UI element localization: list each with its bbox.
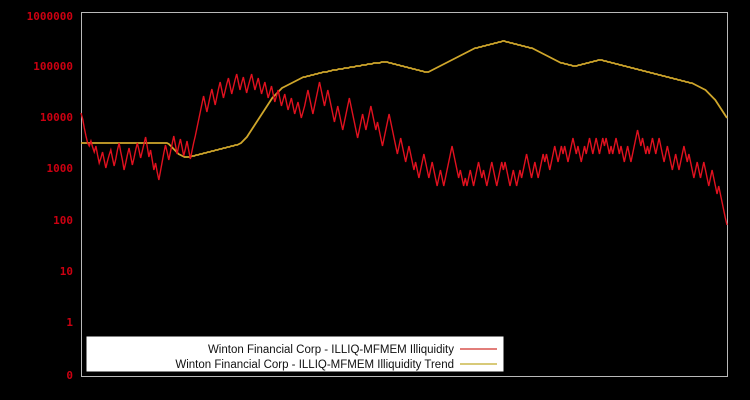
y-axis-tick-label-0: 0 (66, 369, 73, 382)
y-axis-tick-label-1000000: 1000000 (27, 10, 73, 23)
series-group (80, 40, 728, 226)
series-line-illiquidity (81, 40, 728, 158)
legend-label-illiquidity: Winton Financial Corp - ILLIQ-MFMEM Illi… (208, 344, 454, 356)
legend-background (86, 336, 504, 372)
y-axis-tick-label-100: 100 (53, 214, 73, 227)
y-axis-tick-label-10: 10 (60, 265, 73, 278)
plot-area-frame (81, 12, 728, 377)
y-axis-tick-label-100000: 100000 (33, 60, 73, 73)
y-axis-tick-label-1000: 1000 (47, 162, 74, 175)
legend[interactable]: Winton Financial Corp - ILLIQ-MFMEM Illi… (86, 336, 504, 372)
legend-label-illiquidity-trend: Winton Financial Corp - ILLIQ-MFMEM Illi… (175, 359, 454, 371)
y-axis-tick-label-10000: 10000 (40, 111, 73, 124)
y-axis-tick-label-1: 1 (66, 316, 73, 329)
series-line-illiquidity-trend (80, 73, 728, 226)
